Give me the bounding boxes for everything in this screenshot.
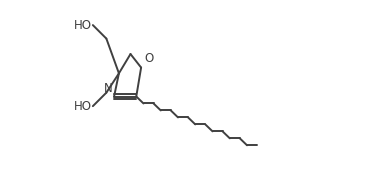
Text: N: N [104,82,112,95]
Text: HO: HO [74,19,92,32]
Text: O: O [144,52,153,65]
Text: HO: HO [74,100,92,113]
